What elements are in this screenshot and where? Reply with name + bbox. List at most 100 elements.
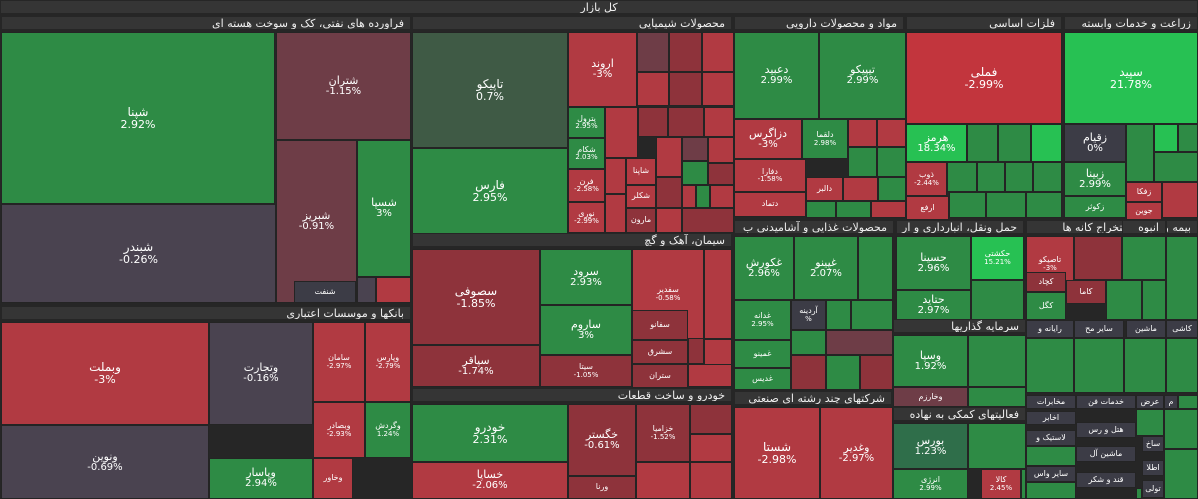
stock-tile[interactable] [791, 330, 826, 355]
stock-tile[interactable]: شبندر -0.26% [1, 204, 276, 303]
stock-tile[interactable] [1026, 338, 1074, 393]
stock-tile[interactable]: شنفت [294, 281, 356, 303]
stock-tile[interactable]: حکشتی 15.21% [971, 236, 1024, 280]
stock-tile[interactable] [1074, 338, 1124, 393]
stock-tile[interactable] [708, 137, 734, 163]
stock-tile[interactable] [826, 355, 860, 390]
stock-tile[interactable]: تاپیکو 0.7% [412, 32, 568, 148]
stock-tile[interactable]: م [1164, 395, 1178, 409]
stock-tile[interactable]: کالا 2.45% [981, 469, 1021, 499]
stock-tile[interactable] [877, 147, 906, 177]
stock-tile[interactable]: زقیام 0% [1064, 124, 1126, 162]
sector-header-chem[interactable]: محصولات شیمیایی [412, 16, 732, 30]
stock-tile[interactable] [1166, 236, 1198, 320]
stock-tile[interactable]: اطلا [1142, 460, 1164, 476]
stock-tile[interactable] [690, 404, 732, 434]
stock-tile[interactable]: دعبید 2.99% [734, 32, 819, 119]
stock-tile[interactable]: ساخ [1142, 436, 1164, 452]
stock-tile[interactable] [1074, 236, 1122, 280]
stock-tile[interactable]: خگستر -0.61% [568, 404, 636, 476]
stock-tile[interactable]: سپید 21.78% [1064, 32, 1198, 124]
stock-tile[interactable]: کاشی [1166, 320, 1198, 338]
stock-tile[interactable] [656, 208, 682, 233]
stock-tile[interactable]: رایانه و [1026, 320, 1074, 338]
stock-tile[interactable]: کچاد [1026, 272, 1066, 292]
stock-tile[interactable] [637, 32, 669, 72]
stock-tile[interactable]: آردینه% [791, 300, 826, 330]
stock-tile[interactable] [605, 107, 638, 158]
stock-tile[interactable] [878, 177, 906, 201]
stock-tile[interactable] [1154, 152, 1198, 182]
stock-tile[interactable]: سایر واس [1026, 466, 1076, 482]
stock-tile[interactable]: شتران -1.15% [276, 32, 411, 140]
stock-tile[interactable]: ساروم 3% [540, 305, 632, 355]
stock-tile[interactable]: ذوب -2.44% [906, 162, 947, 196]
stock-tile[interactable] [682, 137, 708, 161]
stock-tile[interactable]: دفارا -1.58% [734, 159, 806, 192]
stock-tile[interactable]: غمینو [734, 340, 791, 368]
stock-tile[interactable]: ورنا [568, 476, 636, 499]
stock-tile[interactable] [668, 107, 704, 137]
stock-tile[interactable]: وگردش 1.24% [365, 402, 411, 458]
stock-tile[interactable]: خساپا -2.06% [412, 462, 568, 499]
stock-tile[interactable] [682, 185, 696, 208]
stock-tile[interactable] [843, 177, 878, 201]
stock-tile[interactable]: فملی -2.99% [906, 32, 1062, 124]
stock-tile[interactable]: شپنا 2.92% [1, 32, 275, 204]
stock-tile[interactable]: سپاقر -1.74% [412, 345, 540, 387]
stock-tile[interactable]: انرژی 2.99% [893, 469, 968, 499]
stock-tile[interactable]: جوین [1126, 202, 1162, 220]
stock-tile[interactable] [1154, 124, 1178, 152]
stock-tile[interactable]: ونوین -0.69% [1, 425, 209, 499]
stock-tile[interactable] [702, 72, 734, 106]
stock-tile[interactable]: فارس 2.95% [412, 148, 568, 234]
stock-tile[interactable] [968, 335, 1026, 387]
stock-tile[interactable] [636, 462, 690, 499]
stock-tile[interactable]: زفکا [1126, 182, 1162, 202]
stock-tile[interactable] [605, 194, 626, 233]
stock-tile[interactable]: کگل [1026, 292, 1066, 320]
stock-tile[interactable]: هرمز 18.34% [906, 124, 967, 162]
stock-tile[interactable] [696, 185, 710, 208]
stock-tile[interactable]: شبریز -0.91% [276, 140, 357, 303]
stock-tile[interactable] [791, 355, 826, 390]
stock-tile[interactable]: حسینا 2.96% [896, 236, 971, 290]
stock-tile[interactable]: شسپا 3% [357, 140, 411, 277]
stock-tile[interactable]: سفانو [632, 310, 688, 340]
stock-tile[interactable]: شکلر [626, 185, 656, 208]
stock-tile[interactable] [871, 201, 906, 218]
sector-header-mass[interactable]: انبوه [1122, 220, 1166, 234]
stock-tile[interactable]: نوری -2.99% [568, 202, 605, 233]
stock-tile[interactable]: ماشین [1126, 320, 1166, 338]
stock-tile[interactable]: غکورش 2.96% [734, 236, 794, 300]
stock-tile[interactable]: شاپنا [626, 158, 656, 185]
stock-tile[interactable] [826, 300, 851, 330]
sector-header-food[interactable]: محصولات غذایی و آشامیدنی ب [734, 220, 894, 234]
stock-tile[interactable] [704, 107, 734, 137]
stock-tile[interactable] [669, 72, 702, 106]
sector-header-fin[interactable]: فعالیتهای کمکی به نهاده [893, 407, 1026, 421]
stock-tile[interactable]: وخارزم [893, 387, 968, 407]
stock-tile[interactable]: تولی [1142, 480, 1164, 498]
stock-tile[interactable] [710, 185, 734, 208]
stock-tile[interactable] [656, 177, 682, 208]
sector-header-insure[interactable]: بیمه و [1166, 220, 1198, 234]
sector-header-invest[interactable]: سرمایه گذاریها [893, 319, 1026, 333]
stock-tile[interactable] [682, 208, 734, 233]
stock-tile[interactable] [860, 355, 893, 390]
stock-tile[interactable]: بورس 1.23% [893, 423, 968, 469]
stock-tile[interactable]: فرن -2.58% [568, 169, 605, 202]
stock-tile[interactable]: تیپیکو 2.99% [819, 32, 906, 119]
stock-tile[interactable]: مارون [626, 208, 656, 233]
stock-tile[interactable]: وسپا 1.92% [893, 335, 968, 387]
stock-tile[interactable]: پترول 2.95% [568, 107, 605, 138]
stock-tile[interactable] [949, 192, 986, 218]
stock-tile[interactable] [376, 277, 411, 303]
stock-tile[interactable] [967, 124, 998, 162]
stock-tile[interactable] [977, 162, 1005, 192]
stock-tile[interactable] [1106, 280, 1142, 320]
stock-tile[interactable]: لاستیک و [1026, 430, 1076, 446]
stock-tile[interactable]: سامان -2.97% [313, 322, 365, 402]
stock-tile[interactable] [826, 330, 893, 355]
stock-tile[interactable]: حتاید 2.97% [896, 290, 971, 320]
